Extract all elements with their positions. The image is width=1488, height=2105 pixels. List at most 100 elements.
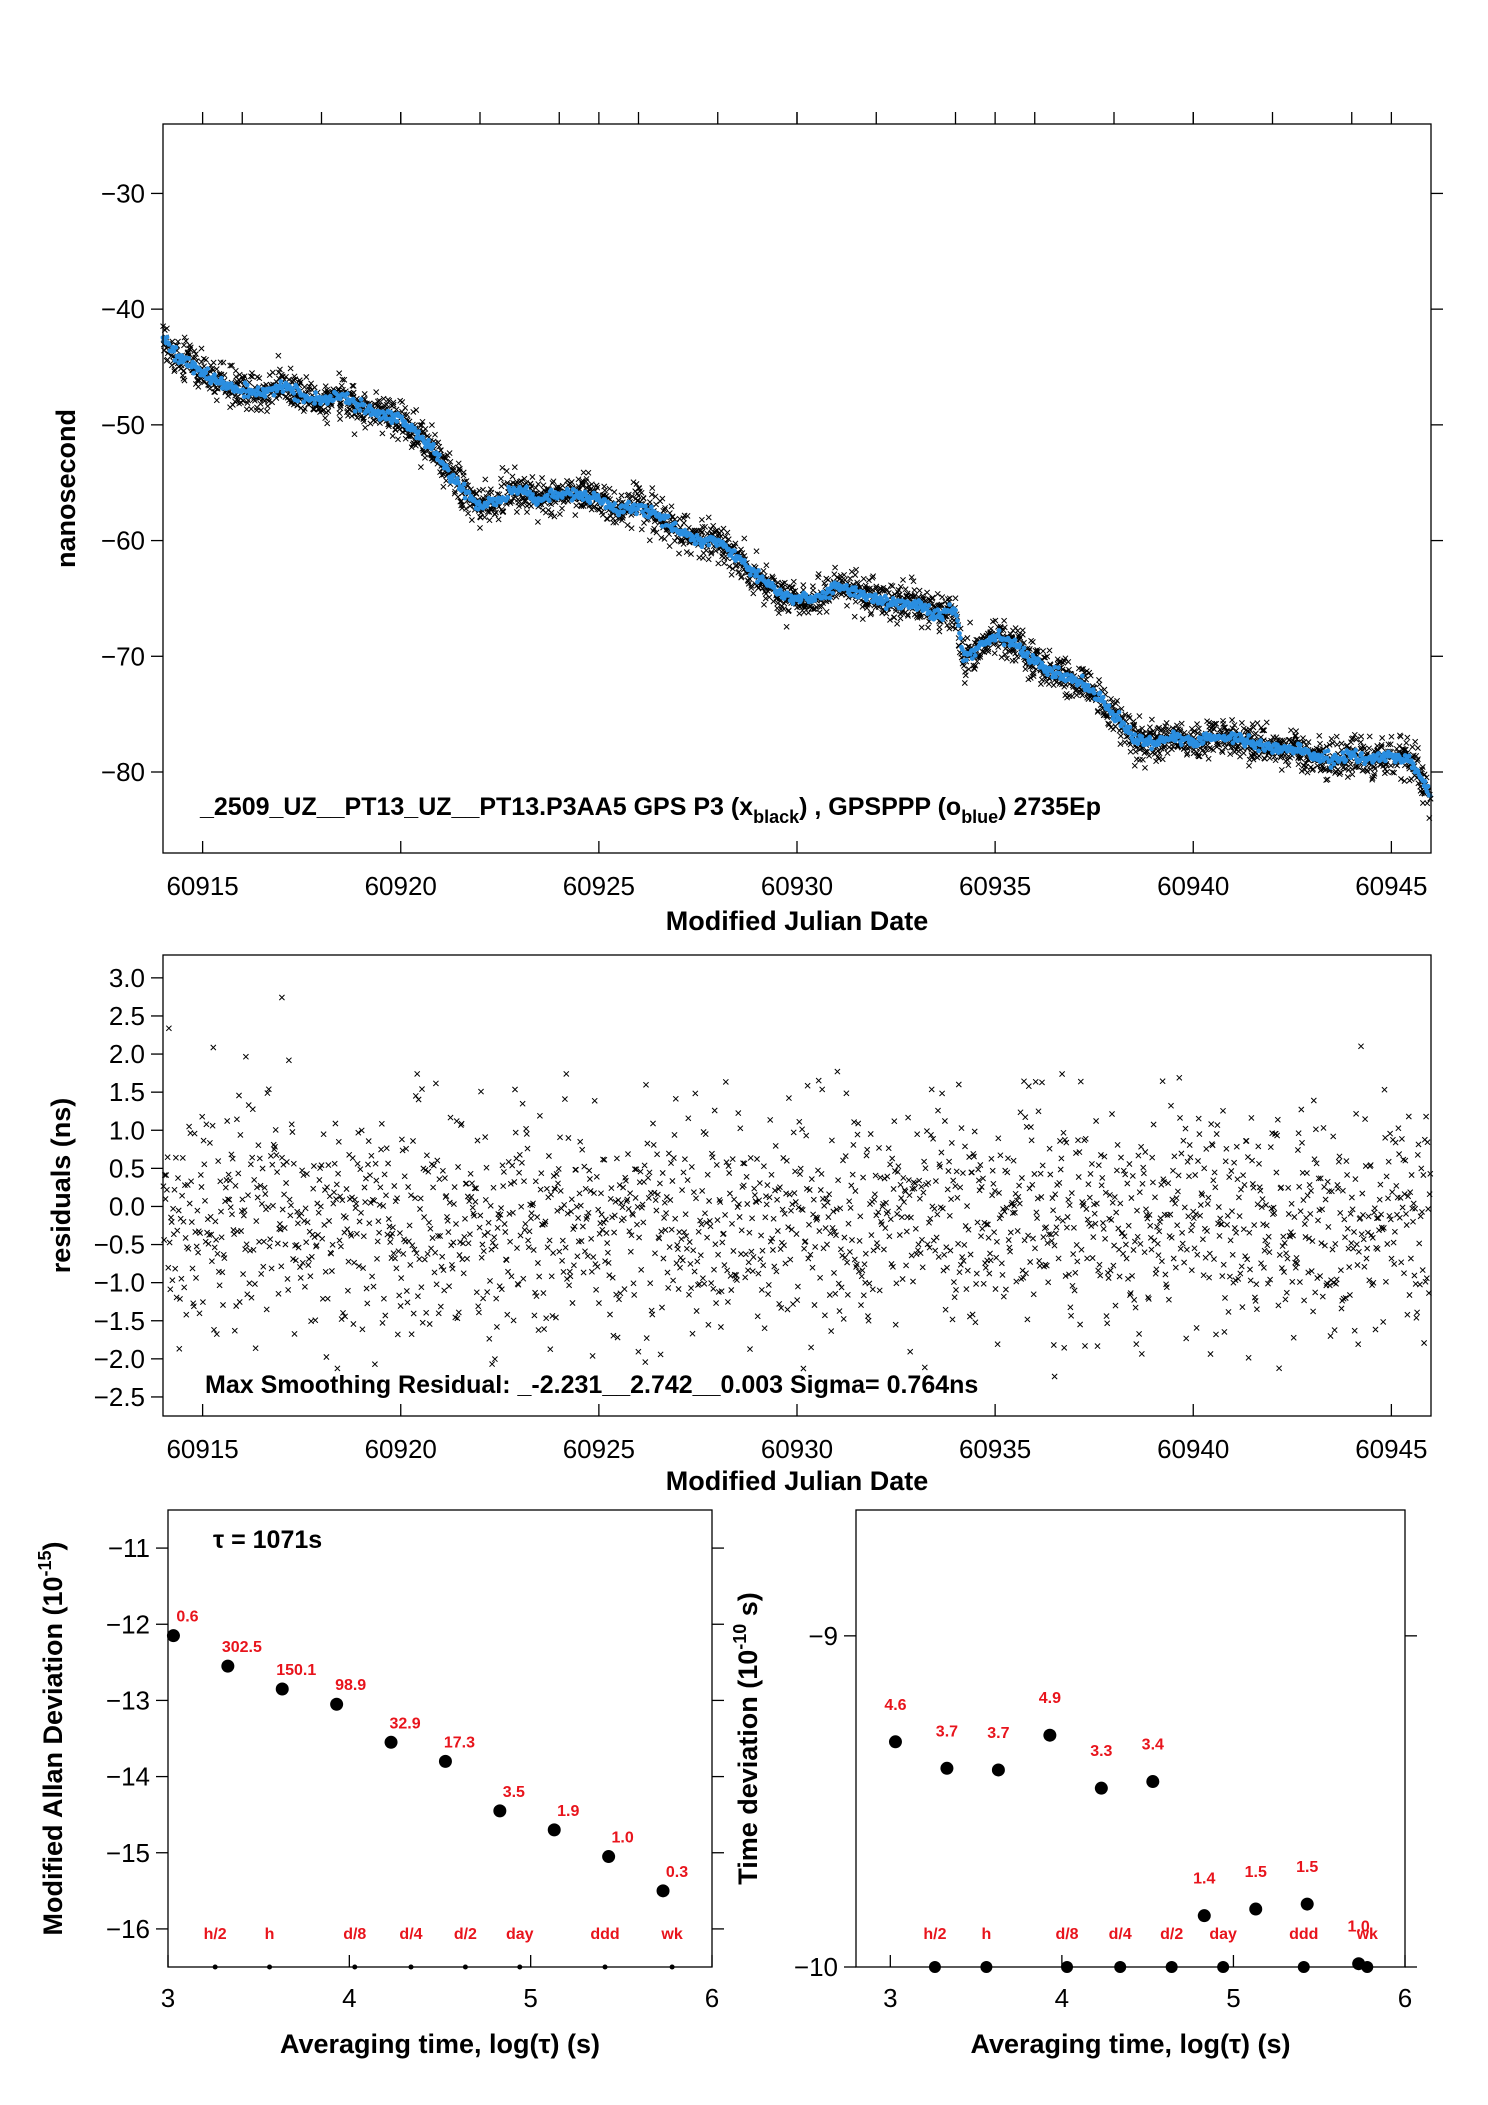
data-point [736,568,743,575]
smoothed-point [546,498,552,504]
data-point [1019,627,1026,634]
data-point [414,1293,421,1300]
data-point [477,524,483,531]
data-point [1220,717,1226,724]
data-point [594,484,601,491]
data-point [960,662,967,669]
data-point [985,646,992,653]
data-point [338,400,345,406]
data-point [398,1136,405,1143]
data-point [294,1220,301,1227]
data-point [385,1216,392,1222]
data-point [555,1180,561,1187]
data-point [353,1200,360,1207]
data-point [198,358,205,365]
data-point [852,598,859,605]
data-point [186,1123,193,1130]
data-point [629,493,636,500]
data-point [556,1248,563,1255]
data-point [1333,733,1340,740]
data-point [613,1155,620,1162]
data-point [611,1212,618,1219]
data-point [517,1232,524,1239]
data-point [199,1299,206,1306]
data-point [499,1162,506,1169]
data-point [1142,764,1148,771]
smoothed-point [1091,690,1097,696]
smoothed-point [956,623,961,628]
data-point [316,1177,323,1183]
data-point [1349,771,1356,778]
data-point [437,447,444,454]
data-point [294,402,301,409]
data-point [272,1126,279,1133]
data-point [1029,639,1036,645]
data-point [708,550,715,557]
data-point [236,1299,243,1305]
data-point [576,1190,583,1197]
data-point [355,1129,362,1136]
data-point [401,1173,408,1180]
data-point [1260,727,1267,734]
data-point [1246,762,1252,769]
data-point [362,1199,369,1206]
data-point [247,373,254,380]
data-point [548,509,555,516]
data-point [1379,735,1386,741]
data-point [175,338,181,345]
data-point [1288,727,1294,734]
data-point [275,352,282,359]
smoothed-point [164,334,170,340]
smoothed-point [940,617,945,623]
data-point [721,560,728,567]
data-point [581,1163,588,1170]
data-point [359,1326,366,1333]
data-point [699,523,706,530]
data-point [220,1302,226,1308]
data-point [504,1311,511,1318]
data-point [441,1175,448,1182]
data-point [627,1190,634,1197]
data-point [410,1310,417,1317]
data-point [469,1204,476,1211]
data-point [467,1170,474,1177]
data-point [389,433,396,439]
data-point [339,376,346,383]
data-point [572,512,579,519]
data-point [559,1257,566,1264]
data-point [274,1169,281,1176]
data-point [263,1306,270,1313]
y-axis-label: nanosecond [51,409,81,568]
data-point [484,1289,491,1296]
data-point [307,1273,314,1280]
data-point [761,601,767,608]
data-point [1136,713,1143,720]
data-point [910,578,917,585]
data-point [175,1207,182,1214]
data-point [172,1265,179,1272]
data-point [938,601,945,608]
data-point [422,1167,429,1173]
data-point [1030,673,1037,680]
data-point [1022,666,1029,673]
data-point [1001,617,1008,624]
data-point [1037,681,1044,687]
y-tick-label: −60 [101,526,145,556]
data-point [385,1160,392,1167]
smoothed-point [1359,751,1365,756]
data-point [373,389,380,396]
data-point [434,1157,441,1164]
data-point [285,1057,292,1064]
data-point [446,450,453,457]
data-point [353,1230,360,1237]
data-point [965,643,971,650]
data-point [965,666,972,673]
data-point [181,377,188,384]
data-point [490,1184,497,1191]
data-point [337,1243,344,1250]
data-point [292,376,299,383]
data-point [278,1263,285,1270]
data-point [683,549,690,556]
data-point [1174,722,1180,729]
x-tick-label: 60935 [959,871,1031,901]
